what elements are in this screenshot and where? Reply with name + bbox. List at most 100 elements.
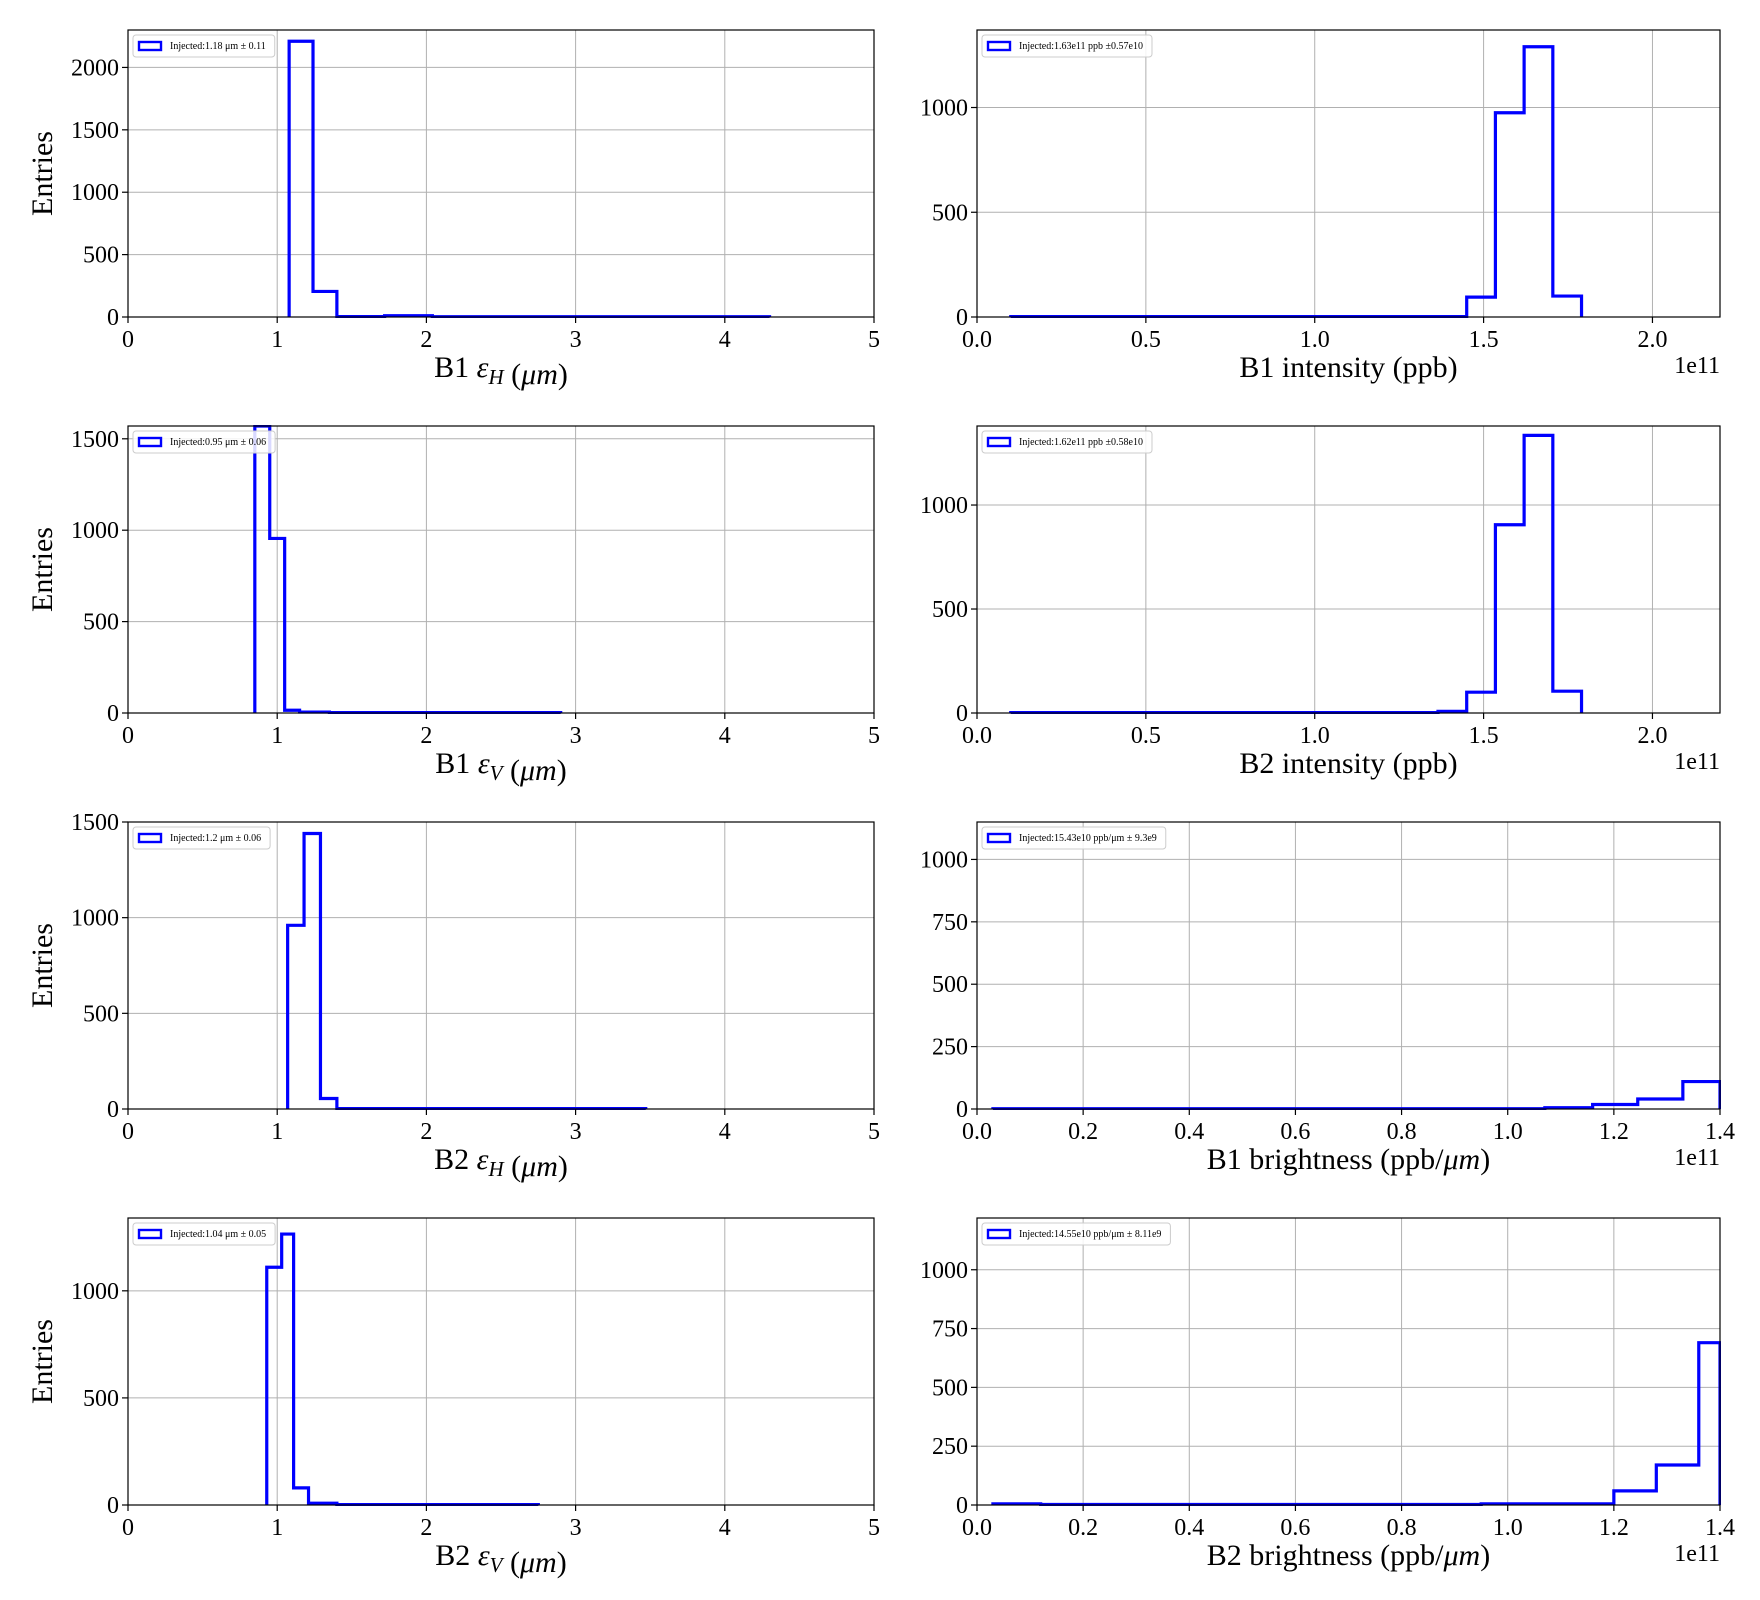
x-tick-label: 4 [719,1515,731,1541]
y-tick-label: 0 [956,1097,968,1123]
x-axis-label: B1 intensity (ppb) [1239,351,1457,384]
y-tick-label: 0 [107,1493,119,1519]
legend: Injected:1.18 μm ± 0.11 [132,34,276,58]
x-tick-label: 1.4 [1705,1119,1735,1145]
histogram-step [286,831,648,1110]
x-tick-label: 0 [122,1119,134,1145]
x-tick-label: 1.2 [1599,1119,1629,1145]
legend-box [981,826,1167,850]
x-tick-label: 4 [719,1119,731,1145]
y-tick-label: 1500 [71,810,119,836]
axes-frame [127,29,875,318]
histogram-step [1009,45,1584,318]
y-tick-label: 0 [956,701,968,727]
histogram-step [1009,433,1584,714]
x-tick-label: 4 [719,327,731,353]
legend: Injected:14.55e10 ppb/μm ± 8.11e9 [981,1222,1171,1246]
y-axis-label: Entries [26,131,59,216]
x-tick-label: 0 [122,327,134,353]
x-offset-text: 1e11 [1674,1145,1720,1171]
x-tick-label: 0.8 [1387,1515,1417,1541]
legend: Injected:1.2 μm ± 0.06 [132,826,271,850]
x-offset-text: 1e11 [1674,1541,1720,1567]
histogram-step [265,1232,540,1506]
y-tick-label: 500 [83,1386,119,1412]
axes-frame [976,821,1721,1110]
legend-label: Injected:0.95 μm ± 0.06 [170,437,266,448]
y-tick-label: 500 [932,200,968,226]
x-tick-label: 5 [868,723,880,749]
x-tick-label: 1.0 [1493,1515,1523,1541]
y-tick-label: 750 [932,1317,968,1343]
x-tick-label: 0.0 [962,723,992,749]
legend-swatch [986,436,1012,448]
legend-swatch [137,436,163,448]
x-tick-label: 1 [271,1515,283,1541]
x-tick-label: 0.5 [1131,327,1161,353]
x-tick-label: 0.0 [962,1119,992,1145]
y-tick-label: 0 [956,1493,968,1519]
x-tick-label: 0.2 [1068,1515,1098,1541]
y-tick-label: 1000 [71,906,119,932]
legend: Injected:1.63e11 ppb ±0.57e10 [981,34,1153,58]
x-tick-label: 1.0 [1300,327,1330,353]
legend-box [132,826,271,850]
legend: Injected:1.62e11 ppb ±0.58e10 [981,430,1153,454]
legend-label: Injected:1.04 μm ± 0.05 [170,1229,266,1240]
y-axis-label: Entries [26,527,59,612]
x-tick-label: 1.2 [1599,1515,1629,1541]
y-tick-label: 1000 [920,1258,968,1284]
x-tick-label: 2 [420,723,432,749]
x-tick-label: 2 [420,1515,432,1541]
x-offset-text: 1e11 [1674,353,1720,379]
x-tick-label: 5 [868,327,880,353]
axes-frame [127,821,875,1110]
x-axis-label: B1 brightness (ppb/μm) [1207,1143,1490,1176]
legend-label: Injected:1.18 μm ± 0.11 [170,41,266,52]
y-tick-label: 1000 [920,493,968,519]
axes-frame [976,29,1721,318]
x-axis-label: B2 brightness (ppb/μm) [1207,1539,1490,1572]
y-tick-label: 0 [107,701,119,727]
x-tick-label: 2.0 [1637,327,1667,353]
histogram-step [253,425,563,714]
x-tick-label: 0.0 [962,1515,992,1541]
legend-swatch [986,832,1012,844]
x-axis-label: B1 εV (μm) [435,747,566,787]
x-tick-label: 1.5 [1469,723,1499,749]
x-tick-label: 3 [570,327,582,353]
panel-4: 0 1 2 3 4 5 0 500 1000 1500 B2 εH (μm) Entries Injec… [26,810,880,1183]
x-tick-label: 1 [271,1119,283,1145]
x-axis-label: B1 εH (μm) [434,351,568,391]
x-tick-label: 0.6 [1280,1119,1310,1145]
y-tick-label: 500 [83,243,119,269]
x-tick-label: 0.8 [1387,1119,1417,1145]
panel-2: 0 1 2 3 4 5 0 500 1000 1500 B1 εV (μm) Entries Injec… [26,425,880,787]
x-tick-label: 2.0 [1637,723,1667,749]
y-tick-label: 0 [107,1097,119,1123]
panel-7: 0.0 0.2 0.4 0.6 0.8 1.0 1.2 1.4 0 250 500 750 1000 1e… [920,1217,1735,1572]
x-tick-label: 1.0 [1300,723,1330,749]
legend-box [132,430,276,454]
legend: Injected:1.04 μm ± 0.05 [132,1222,276,1246]
legend-label: Injected:14.55e10 ppb/μm ± 8.11e9 [1019,1229,1161,1240]
x-tick-label: 1.0 [1493,1119,1523,1145]
legend-label: Injected:15.43e10 ppb/μm ± 9.3e9 [1019,833,1157,844]
y-tick-label: 1000 [71,1279,119,1305]
x-tick-label: 0.6 [1280,1515,1310,1541]
x-tick-label: 2 [420,327,432,353]
legend-box [981,1222,1171,1246]
x-axis-label: B2 intensity (ppb) [1239,747,1457,780]
y-tick-label: 500 [83,1001,119,1027]
panel-6: 0 1 2 3 4 5 0 500 1000 B2 εV (μm) Entries Injected:… [26,1217,880,1579]
x-tick-label: 1 [271,327,283,353]
y-tick-label: 1000 [71,518,119,544]
legend-box [981,34,1153,58]
axes-frame [127,1217,875,1506]
x-tick-label: 0.0 [962,327,992,353]
y-tick-label: 1500 [71,118,119,144]
panel-5: 0.0 0.2 0.4 0.6 0.8 1.0 1.2 1.4 0 250 500 750 1000 1e… [920,821,1735,1176]
x-tick-label: 0.4 [1174,1119,1204,1145]
legend-swatch [137,1228,163,1240]
axes-frame [976,425,1721,714]
